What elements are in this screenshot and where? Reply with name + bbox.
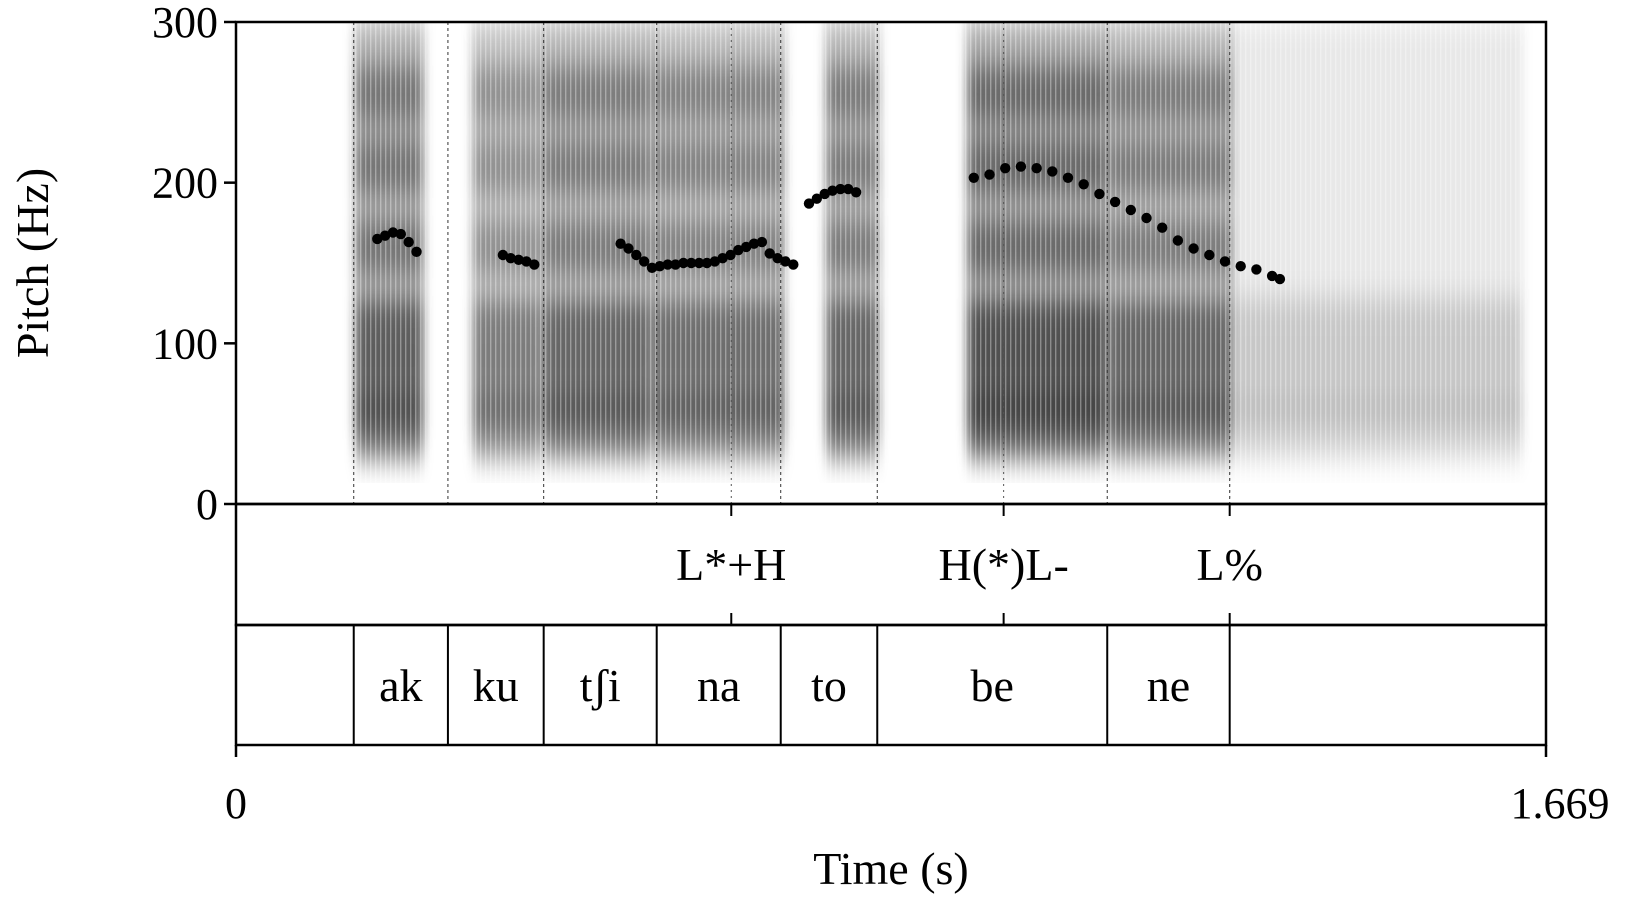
pitch-point xyxy=(670,259,681,270)
pitch-point xyxy=(1266,270,1278,282)
plot-frame xyxy=(234,20,1548,747)
syllable-label: na xyxy=(697,660,740,711)
pitch-point xyxy=(1235,261,1246,272)
pitch-point xyxy=(733,244,744,256)
pitch-point xyxy=(835,183,846,195)
pitch-point xyxy=(1157,222,1168,233)
y-tick-label: 300 xyxy=(152,0,218,47)
pitch-point xyxy=(701,257,713,269)
pitch-point xyxy=(686,257,697,269)
pitch-point xyxy=(968,172,979,183)
pitch-point xyxy=(1109,196,1121,208)
pitch-point xyxy=(662,259,673,270)
pitch-point xyxy=(827,185,838,196)
pitch-point xyxy=(1062,172,1074,183)
pitch-point xyxy=(521,256,532,267)
tone-tier: L*+H H(*)L- L% xyxy=(676,504,1263,625)
syllable-label: be xyxy=(971,660,1014,711)
x-axis-title: Time (s) xyxy=(813,843,969,894)
pitch-point xyxy=(631,249,642,261)
pitch-point xyxy=(497,249,509,261)
y-axis-title: Pitch (Hz) xyxy=(7,168,58,358)
pitch-point xyxy=(819,188,830,200)
pitch-point xyxy=(1000,163,1011,174)
pitch-point xyxy=(646,262,658,273)
syllable-tier-frame xyxy=(234,623,1548,747)
y-tick-label: 100 xyxy=(152,319,218,368)
pitch-point xyxy=(693,257,705,269)
pitch-point xyxy=(984,169,995,180)
pitch-point xyxy=(505,253,516,264)
pitch-point xyxy=(615,238,626,249)
pitch-point xyxy=(741,241,752,253)
syllable-tier: ak ku tʃi na to be ne xyxy=(352,625,1231,745)
tone-label: H(*)L- xyxy=(938,539,1068,590)
syllable-label: to xyxy=(811,660,847,711)
pitch-point xyxy=(756,236,768,248)
x-tick-label-end: 1.669 xyxy=(1511,779,1610,828)
pitch-point xyxy=(372,233,383,245)
pitch-point xyxy=(1251,264,1262,275)
syllable-label: ak xyxy=(379,660,422,711)
pitch-point xyxy=(748,238,760,249)
pitch-point xyxy=(1141,212,1152,224)
syllable-label: tʃi xyxy=(580,660,621,711)
pitch-point xyxy=(725,249,736,261)
pitch-point xyxy=(395,228,406,240)
y-axis: 0 100 200 300 xyxy=(152,0,236,529)
x-axis: 0 1.669 xyxy=(225,745,1610,828)
pitch-point xyxy=(764,248,775,259)
pitch-point xyxy=(1031,163,1042,174)
pitch-point xyxy=(623,243,634,254)
tone-tier-frame xyxy=(234,502,1548,627)
pitch-point xyxy=(678,257,689,269)
pitch-point xyxy=(772,253,783,264)
y-tick-label: 200 xyxy=(152,159,218,208)
pitch-point xyxy=(717,253,728,264)
pitch-point xyxy=(1047,166,1058,177)
pitch-point xyxy=(1204,249,1215,261)
pitch-point xyxy=(1219,256,1231,267)
pitch-point xyxy=(1188,243,1199,254)
pitch-point xyxy=(803,198,815,209)
pitch-point xyxy=(654,261,665,272)
spectrogram xyxy=(236,22,1546,504)
syllable-label: ne xyxy=(1147,660,1190,711)
pitch-point xyxy=(1094,188,1105,200)
pitch-point xyxy=(843,183,854,195)
pitch-point xyxy=(788,259,799,270)
tone-label: L% xyxy=(1196,539,1262,590)
pitch-point xyxy=(379,230,391,241)
pitch-point xyxy=(1172,235,1184,246)
pitch-point xyxy=(638,256,650,267)
pitch-point xyxy=(513,254,524,265)
pitch-track xyxy=(372,161,1286,285)
syllable-label: ku xyxy=(473,660,519,711)
pitch-point xyxy=(403,236,414,248)
pitch-point xyxy=(850,187,862,198)
pitch-point xyxy=(1078,179,1089,190)
pitch-point xyxy=(811,193,822,204)
tone-label: L*+H xyxy=(676,539,786,590)
pitch-point xyxy=(780,256,791,267)
y-tick-label: 0 xyxy=(196,480,218,529)
pitch-point xyxy=(387,227,399,238)
pitch-point xyxy=(1274,273,1286,285)
pitch-point xyxy=(709,256,720,267)
pitch-point xyxy=(1015,161,1027,172)
x-tick-label-start: 0 xyxy=(225,779,247,828)
pitch-point xyxy=(1125,204,1137,216)
pitch-point xyxy=(529,259,540,270)
pitch-point xyxy=(411,246,422,257)
